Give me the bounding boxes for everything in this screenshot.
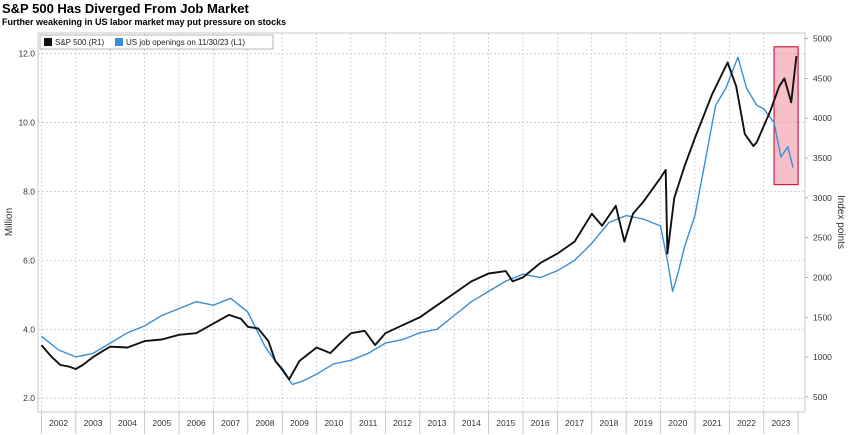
left-tick-label: 8.0 bbox=[23, 186, 35, 196]
x-tick-label: 2016 bbox=[531, 418, 550, 428]
right-tick-label: 4000 bbox=[813, 113, 832, 123]
x-tick-label: 2006 bbox=[187, 418, 206, 428]
series-line-sp500 bbox=[40, 55, 798, 381]
chart-subtitle: Further weakening in US labor market may… bbox=[2, 17, 287, 27]
right-tick-label: 3000 bbox=[813, 193, 832, 203]
chart-title: S&P 500 Has Diverged From Job Market bbox=[2, 1, 249, 16]
x-tick-label: 2010 bbox=[324, 418, 343, 428]
x-tick-label: 2009 bbox=[290, 418, 309, 428]
right-tick-label: 4500 bbox=[813, 73, 832, 83]
tick-labels: 2.0 4.0 6.0 8.0 10.0 12.0 500 1000 1500 2000 2500 3… bbox=[18, 34, 832, 428]
x-tick-label: 2007 bbox=[221, 418, 240, 428]
legend-box bbox=[39, 34, 274, 50]
x-tick-label: 2015 bbox=[496, 418, 515, 428]
legend-swatch bbox=[44, 38, 52, 46]
legend-swatch bbox=[115, 38, 123, 46]
left-tick-label: 2.0 bbox=[23, 393, 35, 403]
left-tick-label: 4.0 bbox=[23, 324, 35, 334]
x-tick-label: 2013 bbox=[428, 418, 447, 428]
right-tick-label: 2000 bbox=[813, 272, 832, 282]
legend: S&P 500 (R1) US job openings on 11/30/23 … bbox=[39, 34, 274, 50]
left-tick-label: 12.0 bbox=[18, 49, 35, 59]
left-axis-label: Million bbox=[4, 208, 15, 236]
left-tick-label: 10.0 bbox=[18, 118, 35, 128]
legend-label: US job openings on 11/30/23 (L1) bbox=[126, 38, 245, 47]
right-tick-label: 3500 bbox=[813, 153, 832, 163]
grid-lines bbox=[37, 32, 808, 434]
left-tick-label: 6.0 bbox=[23, 255, 35, 265]
x-tick-label: 2019 bbox=[634, 418, 653, 428]
series-line-job-openings bbox=[40, 56, 794, 386]
right-axis-label: Index points bbox=[835, 195, 846, 249]
right-tick-label: 5000 bbox=[813, 34, 832, 44]
x-tick-label: 2023 bbox=[771, 418, 790, 428]
x-tick-label: 2020 bbox=[668, 418, 687, 428]
x-tick-label: 2022 bbox=[737, 418, 756, 428]
right-tick-label: 1500 bbox=[813, 312, 832, 322]
x-tick-label: 2021 bbox=[703, 418, 722, 428]
x-tick-label: 2008 bbox=[256, 418, 275, 428]
x-tick-label: 2011 bbox=[359, 418, 378, 428]
right-tick-label: 2500 bbox=[813, 233, 832, 243]
x-tick-label: 2002 bbox=[49, 418, 68, 428]
right-tick-label: 500 bbox=[813, 392, 827, 402]
x-tick-label: 2018 bbox=[599, 418, 618, 428]
x-tick-label: 2014 bbox=[462, 418, 481, 428]
plot-frame bbox=[37, 32, 806, 413]
x-tick-label: 2004 bbox=[118, 418, 137, 428]
series-lines bbox=[40, 55, 798, 386]
x-tick-label: 2003 bbox=[84, 418, 103, 428]
right-tick-label: 1000 bbox=[813, 352, 832, 362]
x-tick-label: 2017 bbox=[565, 418, 584, 428]
legend-label: S&P 500 (R1) bbox=[55, 38, 105, 47]
x-tick-label: 2005 bbox=[152, 418, 171, 428]
x-tick-label: 2012 bbox=[393, 418, 412, 428]
